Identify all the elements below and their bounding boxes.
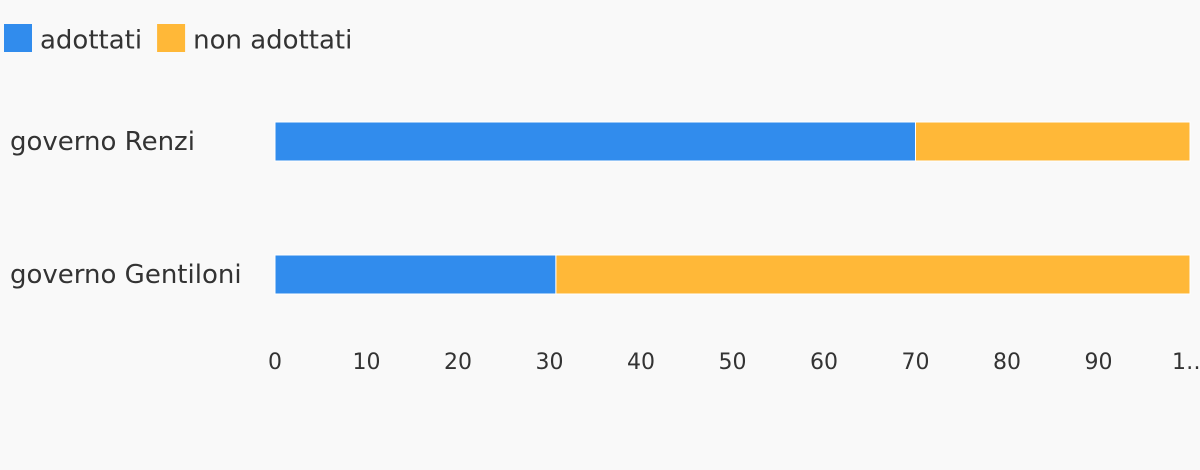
bar-segment bbox=[274, 254, 557, 295]
category-label: governo Gentiloni bbox=[10, 260, 242, 290]
legend-label: non adottati bbox=[193, 26, 352, 56]
x-tick-label: 70 bbox=[902, 350, 930, 375]
x-tick-label: 10 bbox=[353, 350, 381, 375]
x-tick-label: 60 bbox=[810, 350, 838, 375]
bar-segment bbox=[274, 121, 916, 162]
legend-swatch bbox=[4, 24, 32, 52]
x-tick-label: 50 bbox=[719, 350, 747, 375]
x-tick-label: 20 bbox=[444, 350, 472, 375]
category-label: governo Renzi bbox=[10, 127, 195, 157]
x-tick-label: 0 bbox=[268, 350, 282, 375]
x-tick-label: 80 bbox=[993, 350, 1021, 375]
x-tick-label: 1… bbox=[1172, 350, 1200, 375]
legend-swatch bbox=[157, 24, 186, 52]
legend-label: adottati bbox=[40, 26, 142, 56]
x-tick-label: 40 bbox=[627, 350, 655, 375]
x-tick-label: 30 bbox=[536, 350, 564, 375]
x-tick-label: 90 bbox=[1085, 350, 1113, 375]
bar-segment bbox=[555, 254, 1191, 295]
bar-segment bbox=[915, 121, 1191, 162]
